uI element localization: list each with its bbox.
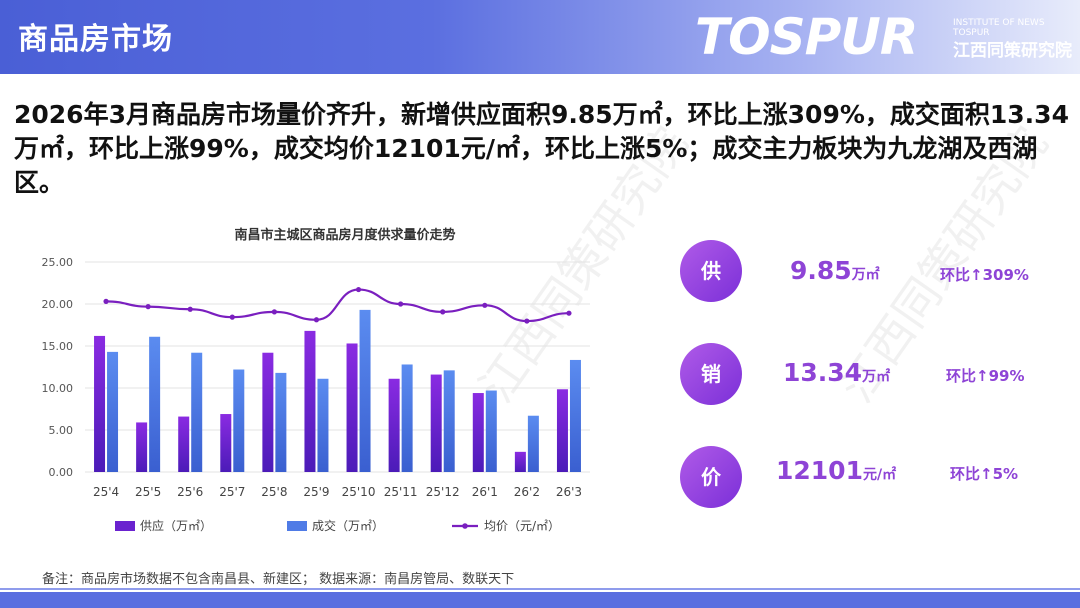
- bar-supply: [514, 451, 526, 472]
- bar-supply: [94, 335, 106, 472]
- kpi-number: 12101: [776, 456, 863, 485]
- x-tick-label: 25'7: [219, 485, 245, 499]
- price-point: [355, 286, 362, 293]
- price-point: [103, 298, 109, 304]
- x-tick-label: 26'2: [514, 485, 540, 499]
- kpi-unit: 万㎡: [851, 267, 880, 283]
- legend-swatch-supply: [115, 521, 135, 531]
- bar-supply: [430, 374, 442, 472]
- kpi-circle-supply: 供: [680, 240, 742, 302]
- bottom-accent-line: [0, 588, 1080, 590]
- price-point: [271, 309, 277, 315]
- kpi-number: 9.85: [790, 256, 852, 285]
- kpi-value-sales: 13.34万㎡: [783, 358, 890, 387]
- x-tick-label: 25'5: [135, 485, 161, 499]
- bar-supply: [304, 330, 316, 472]
- price-point: [187, 306, 193, 312]
- x-tick-label: 26'1: [472, 485, 498, 499]
- bar-deal: [233, 369, 245, 472]
- x-tick-label: 25'4: [93, 485, 119, 499]
- bar-deal: [317, 378, 329, 472]
- footnote: 备注：商品房市场数据不包含南昌县、新建区； 数据来源：南昌房管局、数联天下: [42, 572, 515, 587]
- bar-deal: [149, 336, 161, 472]
- price-point: [482, 302, 488, 308]
- bar-deal: [527, 415, 539, 472]
- bar-supply: [262, 352, 274, 472]
- x-tick-label: 26'3: [556, 485, 582, 499]
- left-tick-label: 0.00: [49, 466, 74, 479]
- bar-supply: [220, 414, 232, 472]
- chart-title: 南昌市主城区商品房月度供求量价走势: [234, 228, 456, 243]
- kpi-unit: 元/㎡: [862, 467, 897, 483]
- price-point: [313, 317, 320, 323]
- logo-sub-en: INSTITUTE OF NEWS TOSPUR: [953, 18, 1045, 38]
- bar-supply: [388, 378, 400, 472]
- bar-supply: [136, 422, 148, 472]
- price-point: [398, 301, 404, 307]
- bar-deal: [443, 370, 455, 472]
- page-title: 商品房市场: [18, 22, 173, 57]
- bar-supply: [556, 389, 568, 472]
- kpi-circle-sales: 销: [680, 343, 742, 405]
- x-tick-label: 25'9: [303, 485, 329, 499]
- tospur-logo: TOSPUR INSTITUTE OF NEWS TOSPUR 江西同策研究院: [695, 6, 1075, 70]
- bar-deal: [107, 351, 119, 472]
- bar-supply: [178, 416, 190, 472]
- left-tick-label: 20.00: [42, 298, 74, 311]
- bar-deal: [401, 364, 413, 472]
- x-tick-label: 25'8: [261, 485, 287, 499]
- price-point: [145, 304, 151, 310]
- price-line: [106, 288, 569, 323]
- kpi-unit: 万㎡: [862, 369, 891, 385]
- bottom-bar: [0, 592, 1080, 608]
- bar-supply: [472, 393, 484, 472]
- bar-deal: [569, 359, 581, 472]
- kpi-number: 13.34: [783, 358, 863, 387]
- legend-label-deal: 成交（万㎡）: [312, 518, 384, 533]
- bar-deal: [191, 352, 203, 472]
- kpi-change-price: 环比↑5%: [950, 465, 1019, 483]
- kpi-circle-price: 价: [680, 446, 742, 508]
- price-point: [229, 314, 235, 320]
- header-bar: 商品房市场 TOSPUR INSTITUTE OF NEWS TOSPUR 江西…: [0, 0, 1080, 74]
- kpi-value-supply: 9.85万㎡: [790, 256, 880, 285]
- legend-label-supply: 供应（万㎡）: [140, 518, 212, 533]
- bar-deal: [485, 390, 497, 472]
- kpi-change-supply: 环比↑309%: [940, 266, 1029, 284]
- legend-swatch-deal: [287, 521, 307, 531]
- combo-chart: 0.005.0010.0015.0020.0025.00020004000600…: [42, 256, 590, 533]
- bar-deal: [275, 372, 287, 472]
- headline-text: 2026年3月商品房市场量价齐升，新增供应面积9.85万㎡，环比上涨309%，成…: [14, 100, 1069, 197]
- x-tick-label: 25'12: [426, 485, 460, 499]
- bar-deal: [359, 309, 371, 472]
- price-point: [566, 310, 572, 316]
- logo-sub-cn: 江西同策研究院: [953, 41, 1072, 61]
- left-tick-label: 5.00: [49, 424, 74, 437]
- legend-swatch-price-dot: [462, 523, 468, 529]
- kpi-change-sales: 环比↑99%: [946, 367, 1025, 385]
- price-point: [440, 309, 446, 315]
- x-tick-label: 25'6: [177, 485, 203, 499]
- left-tick-label: 10.00: [42, 382, 74, 395]
- left-tick-label: 25.00: [42, 256, 74, 269]
- logo-main-text: TOSPUR: [695, 8, 918, 66]
- legend-label-price: 均价（元/㎡）: [484, 519, 560, 533]
- kpi-value-price: 12101元/㎡: [776, 456, 896, 485]
- bar-supply: [346, 343, 358, 472]
- price-point: [524, 318, 530, 324]
- left-tick-label: 15.00: [42, 340, 74, 353]
- x-tick-label: 25'10: [342, 485, 376, 499]
- x-tick-label: 25'11: [384, 485, 418, 499]
